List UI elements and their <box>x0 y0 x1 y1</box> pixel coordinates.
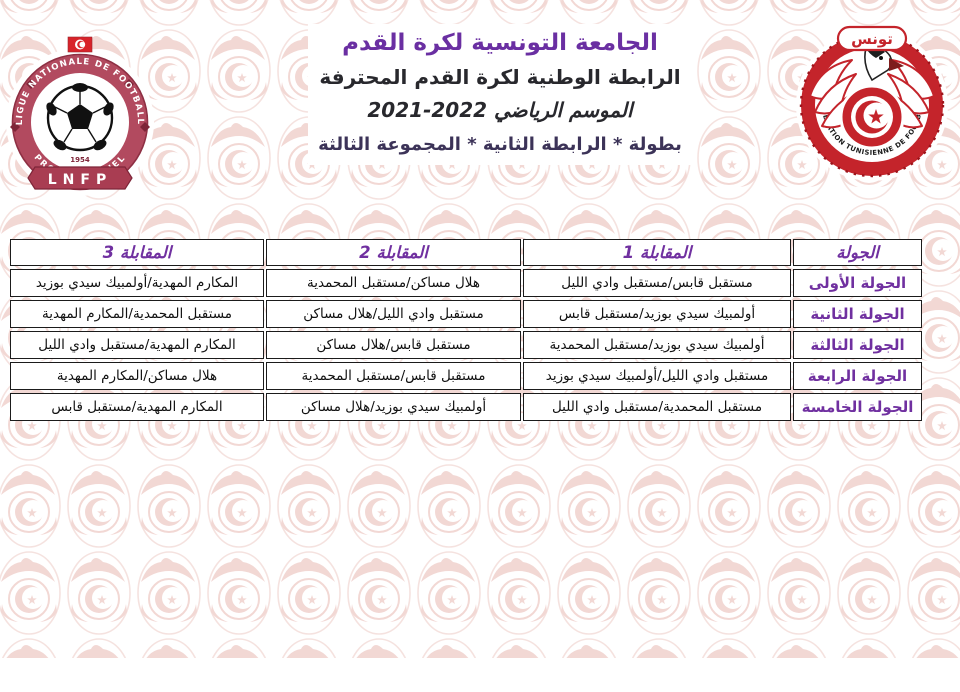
match-3-cell: مستقبل المحمدية/المكارم المهدية <box>10 300 264 328</box>
table-row: الجولة الثانية أولمبيك سيدي بوزيد/مستقبل… <box>10 300 922 328</box>
match-3-cell: المكارم المهدية/مستقبل قابس <box>10 393 264 421</box>
table-row: الجولة الخامسة مستقبل المحمدية/مستقبل وا… <box>10 393 922 421</box>
document-header: الجامعة التونسية لكرة القدم الرابطة الوط… <box>308 24 692 165</box>
tunisia-flag-icon <box>67 36 93 53</box>
table-row: الجولة الأولى مستقبل قابس/مستقبل وادي ال… <box>10 269 922 297</box>
col-header-match-1: المقابلة 1 <box>523 239 791 266</box>
federation-title: الجامعة التونسية لكرة القدم <box>342 30 658 56</box>
round-cell: الجولة الخامسة <box>793 393 922 421</box>
season-line: الموسم الرياضي 2022-2021 <box>367 98 633 122</box>
col-header-round: الجولة <box>793 239 922 266</box>
match-2-cell: هلال مساكن/مستقبل المحمدية <box>266 269 521 297</box>
match-1-cell: أولمبيك سيدي بوزيد/مستقبل قابس <box>523 300 791 328</box>
match-1-cell: مستقبل المحمدية/مستقبل وادي الليل <box>523 393 791 421</box>
table-row: الجولة الرابعة مستقبل وادي الليل/أولمبيك… <box>10 362 922 390</box>
match-2-cell: مستقبل قابس/مستقبل المحمدية <box>266 362 521 390</box>
col-header-match-3: المقابلة 3 <box>10 239 264 266</box>
table-row: الجولة الثالثة أولمبيك سيدي بوزيد/مستقبل… <box>10 331 922 359</box>
match-3-cell: المكارم المهدية/مستقبل وادي الليل <box>10 331 264 359</box>
match-3-cell: هلال مساكن/المكارم المهدية <box>10 362 264 390</box>
round-cell: الجولة الرابعة <box>793 362 922 390</box>
match-2-cell: مستقبل وادي الليل/هلال مساكن <box>266 300 521 328</box>
match-1-cell: مستقبل وادي الليل/أولمبيك سيدي بوزيد <box>523 362 791 390</box>
crescent-star-emblem-icon <box>839 84 905 150</box>
match-1-cell: أولمبيك سيدي بوزيد/مستقبل المحمدية <box>523 331 791 359</box>
soccer-ball-icon <box>46 83 114 152</box>
round-cell: الجولة الثالثة <box>793 331 922 359</box>
table-header-row: الجولة المقابلة 1 المقابلة 2 المقابلة 3 <box>10 239 922 266</box>
round-cell: الجولة الثانية <box>793 300 922 328</box>
match-1-cell: مستقبل قابس/مستقبل وادي الليل <box>523 269 791 297</box>
lnfp-logo: LIGUE NATIONALE DE FOOTBALL PROFESSIONNE… <box>6 36 154 196</box>
match-2-cell: أولمبيك سيدي بوزيد/هلال مساكن <box>266 393 521 421</box>
col-header-match-2: المقابلة 2 <box>266 239 521 266</box>
match-2-cell: مستقبل قابس/هلال مساكن <box>266 331 521 359</box>
ftf-arabic-name: تونس <box>851 30 893 48</box>
championship-group-line: بطولة * الرابطة الثانية * المجموعة الثال… <box>318 134 682 155</box>
ftf-logo: FEDERATION TUNISIENNE DE FOOTBALL <box>788 20 948 181</box>
lnfp-banner-text: LNFP <box>48 172 112 188</box>
fixtures-table: الجولة المقابلة 1 المقابلة 2 المقابلة 3 … <box>8 236 924 424</box>
ftf-top-banner: تونس <box>836 25 908 52</box>
lnfp-year: 1954 <box>70 156 90 164</box>
match-3-cell: المكارم المهدية/أولمبيك سيدي بوزيد <box>10 269 264 297</box>
league-subtitle: الرابطة الوطنية لكرة القدم المحترفة <box>319 65 681 89</box>
round-cell: الجولة الأولى <box>793 269 922 297</box>
fixtures-tbody: الجولة الأولى مستقبل قابس/مستقبل وادي ال… <box>10 269 922 421</box>
